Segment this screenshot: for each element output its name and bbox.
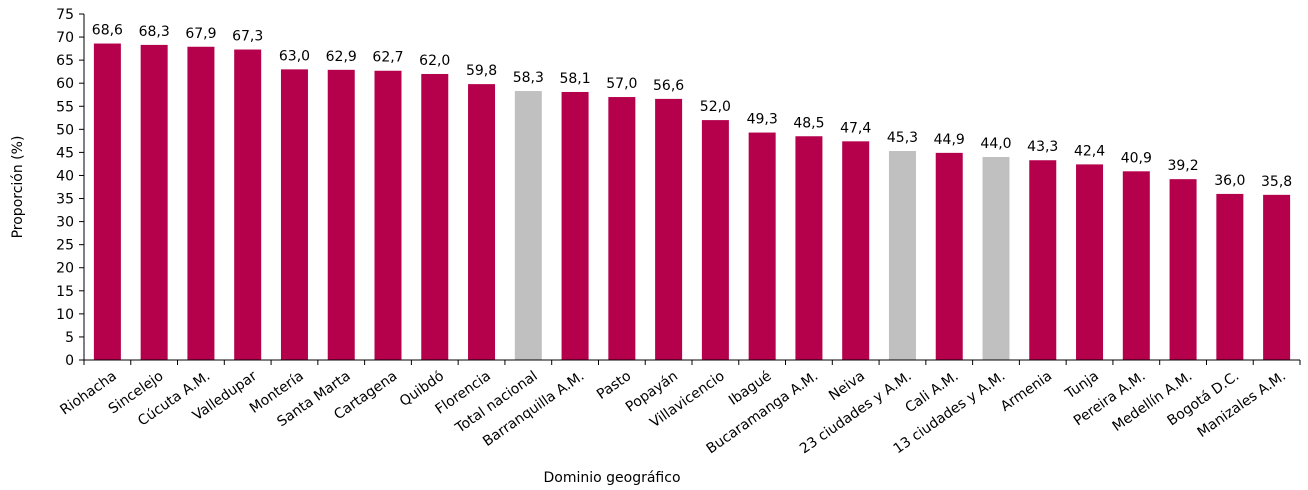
y-tick-label: 0 (65, 353, 74, 369)
data-label: 67,9 (185, 26, 216, 42)
data-label: 42,4 (1074, 143, 1105, 159)
bar (701, 120, 729, 361)
data-label: 62,0 (419, 53, 450, 69)
data-label: 40,9 (1121, 150, 1152, 166)
bar (421, 73, 449, 361)
data-label: 63,0 (279, 48, 310, 64)
y-tick-label: 65 (56, 53, 74, 69)
data-label: 59,8 (466, 63, 497, 79)
bar (561, 91, 589, 360)
y-tick-label: 55 (56, 99, 74, 115)
data-label: 68,3 (139, 24, 170, 40)
data-label: 35,8 (1261, 174, 1292, 190)
data-label: 36,0 (1214, 173, 1245, 189)
bar (608, 97, 636, 360)
data-label: 45,3 (887, 130, 918, 146)
bar (93, 43, 121, 361)
bar (842, 141, 870, 360)
data-label: 44,0 (980, 136, 1011, 152)
data-label: 67,3 (232, 29, 263, 45)
bar (655, 98, 683, 361)
y-tick-label: 60 (56, 76, 74, 92)
data-label: 57,0 (606, 76, 637, 92)
y-tick-label: 15 (56, 284, 74, 300)
data-label: 58,1 (559, 71, 590, 87)
bar (140, 44, 168, 360)
bar (327, 69, 355, 360)
bar (1263, 194, 1291, 360)
bar (514, 91, 542, 360)
bars (93, 43, 1291, 361)
data-label: 62,9 (326, 49, 357, 65)
value-labels: 68,6 68,3 67,9 67,3 63,0 62,9 62,7 62,0 59,8 58,3… (92, 23, 1292, 190)
bar (748, 132, 776, 360)
y-tick-label: 70 (56, 30, 74, 46)
bar (1216, 193, 1244, 360)
y-tick-label: 50 (56, 122, 74, 138)
y-tick-label: 10 (56, 307, 74, 323)
data-label: 56,6 (653, 78, 684, 94)
data-label: 43,3 (1027, 139, 1058, 155)
data-label: 58,3 (513, 70, 544, 86)
y-tick-label: 5 (65, 330, 74, 346)
y-tick-label: 25 (56, 238, 74, 254)
data-label: 52,0 (700, 99, 731, 115)
data-label: 44,9 (934, 132, 965, 148)
bar (1029, 160, 1057, 360)
bar (374, 70, 402, 360)
bar (468, 84, 496, 360)
y-tick-label: 40 (56, 168, 74, 184)
y-tick-label: 75 (56, 7, 74, 23)
x-tick-label: Medellín A.M. (1110, 368, 1196, 435)
bar (1122, 171, 1150, 360)
data-label: 49,3 (747, 112, 778, 128)
bar (1169, 179, 1197, 360)
y-tick-label: 30 (56, 215, 74, 231)
data-label: 48,5 (793, 115, 824, 131)
bar (888, 151, 916, 360)
data-label: 47,4 (840, 120, 871, 136)
data-label: 39,2 (1167, 158, 1198, 174)
bar (280, 69, 308, 361)
x-axis-title: Dominio geográfico (543, 470, 680, 486)
y-tick-label: 35 (56, 192, 74, 208)
bar (935, 152, 963, 360)
bar (982, 157, 1010, 360)
data-label: 68,6 (92, 23, 123, 39)
bar (1076, 164, 1104, 360)
bar (187, 46, 215, 360)
x-tick-label: Armenia (998, 368, 1055, 415)
y-tick-label: 45 (56, 145, 74, 161)
y-axis: 0 5 10 15 20 25 30 35 40 45 50 55 60 65 70 75 (56, 7, 85, 369)
y-axis-title: Proporción (%) (10, 136, 26, 239)
bar (234, 49, 262, 360)
y-tick-label: 20 (56, 261, 74, 277)
data-label: 62,7 (372, 50, 403, 66)
bar (795, 136, 823, 360)
